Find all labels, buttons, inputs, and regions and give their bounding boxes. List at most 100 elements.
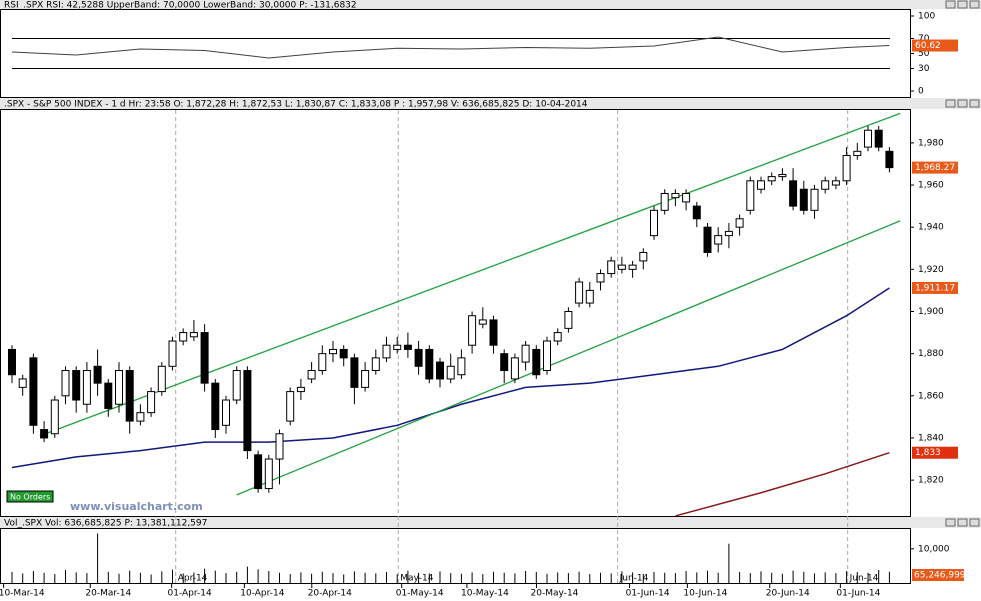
- candle-body: [778, 173, 787, 178]
- candle-body: [714, 235, 723, 245]
- candle-body: [82, 370, 91, 405]
- button[interactable]: [957, 0, 968, 9]
- button[interactable]: [945, 0, 956, 9]
- candle-body: [703, 226, 712, 253]
- y-tick-label: 1,880: [918, 349, 944, 359]
- candle-body: [446, 365, 455, 380]
- candle-body: [789, 180, 798, 207]
- candle-body: [254, 454, 263, 490]
- candle-body: [29, 357, 38, 426]
- button[interactable]: [969, 99, 980, 108]
- y-tick-label: 1,860: [918, 391, 944, 401]
- y-tick-label: 50: [918, 49, 930, 59]
- month-label: May-14: [400, 574, 433, 584]
- candle-body: [757, 180, 765, 190]
- x-tick-label: 10-Mar-14: [0, 589, 45, 599]
- x-tick-label: 01-Jun-14: [626, 589, 670, 599]
- candle-body: [735, 218, 744, 228]
- last-value-label: 60.62: [915, 41, 941, 51]
- y-tick-label: 1,840: [918, 433, 944, 443]
- rsi-title: RSI_.SPX RSI: 42,5288 UpperBand: 70,0000…: [4, 1, 357, 11]
- candle-body: [40, 429, 49, 439]
- x-tick-label: 10-Jun-14: [683, 589, 727, 599]
- candle-body: [329, 348, 337, 355]
- candle-body: [403, 344, 412, 350]
- price-header: [0, 98, 981, 109]
- line-series: [11, 36, 890, 59]
- y-tick-label: 30: [918, 64, 930, 74]
- candle-body: [339, 348, 348, 359]
- x-tick-label: 10-May-14: [461, 589, 509, 599]
- candle-body: [543, 340, 551, 372]
- candle-body: [457, 357, 466, 376]
- y-tick-label: 1,920: [918, 265, 944, 275]
- button[interactable]: [957, 99, 968, 108]
- candle-body: [617, 264, 626, 270]
- candle-body: [510, 357, 519, 380]
- candle-body: [724, 230, 733, 237]
- candle-body: [179, 332, 188, 342]
- candle-body: [72, 370, 81, 401]
- button[interactable]: [969, 518, 980, 527]
- button[interactable]: [969, 0, 980, 9]
- x-tick-label: 20-May-14: [531, 589, 579, 599]
- candle-body: [489, 319, 498, 346]
- y-tick-label: 1,940: [918, 223, 944, 233]
- candle-body: [115, 370, 123, 405]
- candle-body: [414, 348, 423, 367]
- no-orders: No Orders: [10, 493, 50, 502]
- candle-body: [682, 192, 691, 203]
- x-tick-label: 01-May-14: [396, 589, 444, 599]
- y-tick-label: 70: [918, 34, 930, 44]
- button[interactable]: [945, 518, 956, 527]
- candle-body: [478, 319, 487, 325]
- candle-body: [436, 361, 444, 380]
- candle-body: [585, 289, 594, 304]
- candle-body: [307, 370, 316, 380]
- button[interactable]: [945, 99, 956, 108]
- vol-frame: [0, 528, 911, 584]
- candle-body: [799, 188, 808, 211]
- candle-body: [692, 205, 701, 220]
- candle-body: [382, 344, 391, 359]
- candle-body: [596, 273, 605, 283]
- candle-body: [425, 348, 434, 380]
- price-title: .SPX - S&P 500 INDEX - 1 d Hr: 23:58 O: …: [4, 100, 588, 110]
- month-label: Apr-14: [178, 574, 208, 584]
- x-tick-label: 01-Jun-14: [836, 589, 880, 599]
- no-orders-box: [6, 490, 54, 503]
- candle-body: [671, 192, 680, 199]
- line-series: [675, 452, 890, 517]
- x-tick-label: 20-Mar-14: [85, 589, 131, 599]
- vol-header: [0, 517, 981, 528]
- last-value-label: 65,246,999: [914, 571, 966, 581]
- button[interactable]: [957, 518, 968, 527]
- line-series: [236, 220, 901, 496]
- candle-body: [361, 370, 370, 388]
- y-tick-label: 10,000: [918, 544, 950, 554]
- candle-body: [810, 188, 819, 211]
- candle-body: [189, 332, 198, 338]
- last-value-label: 1,833: [915, 448, 941, 458]
- candle-body: [639, 251, 648, 262]
- candle-body: [136, 412, 145, 422]
- price-frame: [0, 109, 911, 517]
- y-tick-label: 1,900: [918, 307, 944, 317]
- candle-body: [767, 176, 776, 182]
- last-value-box: [912, 569, 964, 581]
- x-tick-label: 10-Apr-14: [240, 589, 284, 599]
- rsi-header: [0, 0, 981, 9]
- candle-body: [607, 260, 616, 275]
- last-value-label: 1,911.17: [915, 283, 955, 293]
- candle-body: [874, 129, 883, 148]
- candle-body: [831, 180, 840, 186]
- candle-body: [61, 370, 70, 397]
- candle-body: [553, 332, 562, 342]
- candle-body: [660, 192, 669, 211]
- candle-body: [104, 382, 113, 409]
- candle-body: [243, 370, 252, 452]
- window-buttons[interactable]: [945, 0, 980, 527]
- candle-body: [821, 180, 830, 190]
- y-tick-label: 100: [918, 12, 935, 22]
